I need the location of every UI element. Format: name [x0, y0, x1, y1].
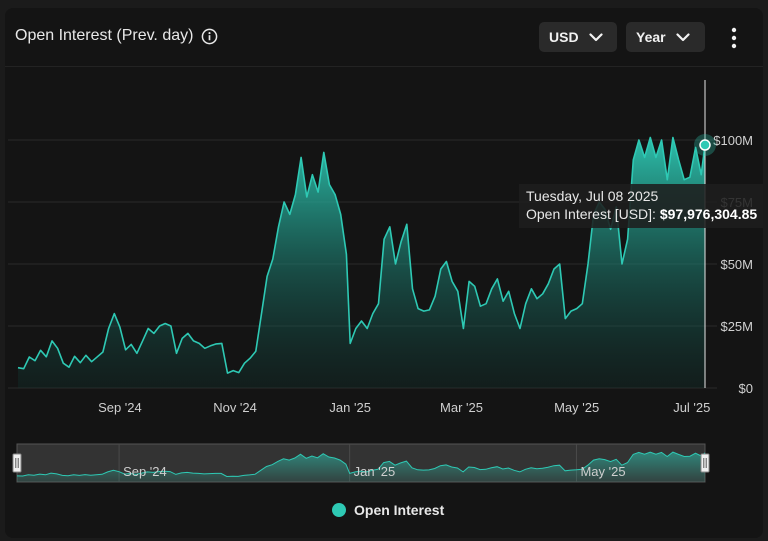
chart-tooltip: Tuesday, Jul 08 2025 Open Interest [USD]…	[519, 184, 763, 228]
x-axis: Sep '24 Nov '24 Jan '25 Mar '25 May '25 Jul '…	[98, 400, 710, 415]
tooltip-series-label: Open Interest [USD]:	[526, 206, 660, 222]
y-tick-label: $0	[739, 381, 753, 396]
x-tick-label: Sep '24	[98, 400, 142, 415]
legend-marker	[332, 503, 346, 517]
header-divider	[5, 66, 763, 67]
chart-title: Open Interest (Prev. day)	[15, 27, 194, 44]
chevron-down-icon	[588, 32, 603, 41]
navigator-tick-label: Jan '25	[354, 464, 396, 479]
navigator-tick-label: Sep '24	[123, 464, 167, 479]
x-tick-label: Mar '25	[440, 400, 483, 415]
more-options-icon[interactable]	[726, 26, 742, 50]
currency-select-label: USD	[549, 29, 579, 45]
time-range-select[interactable]: Year	[626, 22, 705, 52]
chevron-down-icon	[675, 32, 690, 41]
y-tick-label: $100M	[713, 133, 753, 148]
navigator-fill	[17, 452, 705, 482]
crosshair	[694, 80, 716, 388]
chart-card: Open Interest (Prev. day) USD Year	[5, 8, 763, 538]
y-tick-label: $50M	[720, 257, 753, 272]
x-tick-label: May '25	[554, 400, 599, 415]
series-fill	[18, 137, 705, 388]
x-tick-label: Nov '24	[213, 400, 257, 415]
navigator-handle[interactable]	[12, 453, 22, 473]
legend-item-open-interest[interactable]: Open Interest	[332, 502, 444, 518]
navigator-tick-label: May '25	[580, 464, 625, 479]
series-line	[17, 136, 706, 374]
currency-select[interactable]: USD	[539, 22, 617, 52]
navigator-handle[interactable]	[700, 453, 710, 473]
tooltip-line: Open Interest [USD]: $97,976,304.85	[526, 206, 757, 222]
tooltip-value: $97,976,304.85	[659, 206, 758, 222]
y-tick-label: $25M	[720, 319, 753, 334]
series-area	[17, 136, 706, 388]
info-icon[interactable]	[201, 28, 218, 45]
navigator[interactable]: Sep '24 Jan '25 May '25	[12, 443, 710, 483]
hover-point	[699, 139, 711, 151]
legend-label: Open Interest	[354, 502, 445, 518]
x-tick-label: Jul '25	[673, 400, 710, 415]
chart-header: Open Interest (Prev. day) USD Year	[5, 8, 763, 66]
navigator-line	[16, 451, 706, 478]
tooltip-date: Tuesday, Jul 08 2025	[526, 188, 659, 204]
y-axis: $0$25M$50M$75M$100M	[713, 133, 753, 396]
time-range-select-label: Year	[636, 29, 666, 45]
x-tick-label: Jan '25	[329, 400, 371, 415]
